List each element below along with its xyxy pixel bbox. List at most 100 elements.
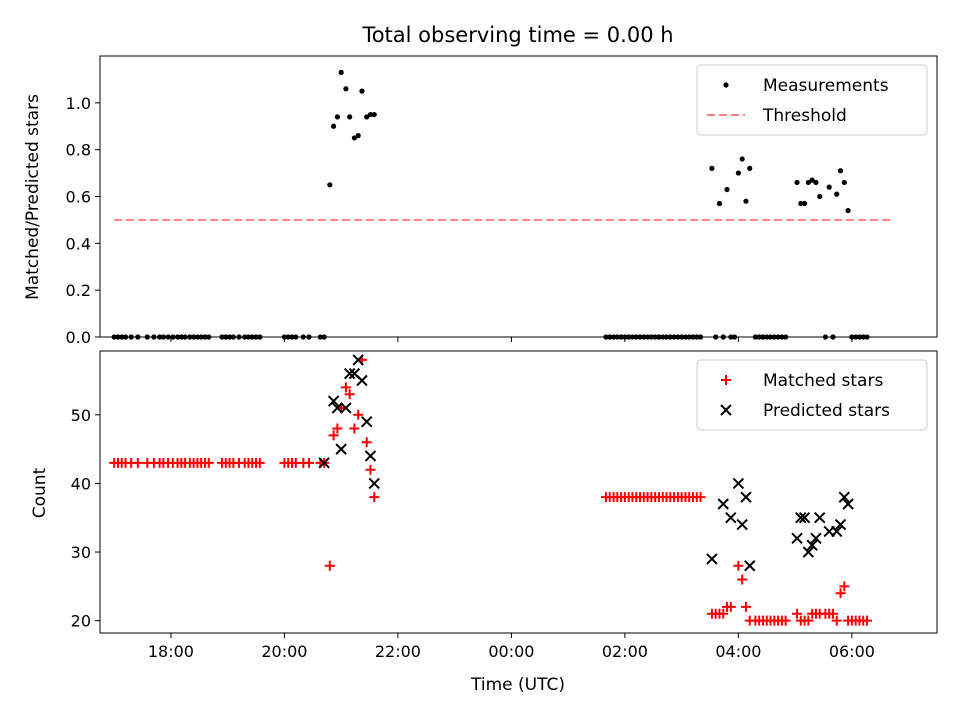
measurements-point	[367, 111, 374, 118]
matched-stars-point	[780, 615, 791, 626]
measurements-point	[178, 334, 184, 340]
measurements-point	[648, 334, 654, 340]
measurements-point	[343, 86, 349, 92]
measurements-point	[187, 334, 193, 340]
measurements-point	[122, 334, 129, 340]
matched-stars-point	[803, 615, 814, 626]
legend: Measurements Threshold	[696, 64, 928, 136]
measurements-point	[174, 334, 181, 340]
measurements-point	[151, 334, 157, 340]
x-tick-label: 18:00	[148, 642, 194, 661]
measurements-point	[156, 334, 163, 340]
predicted-stars-point	[327, 395, 340, 407]
y-tick-label: 50	[71, 406, 91, 425]
predicted-stars-point	[725, 512, 737, 524]
measurements-point	[747, 165, 753, 171]
measurements-point	[663, 334, 670, 340]
predicted-stars-point	[340, 402, 352, 414]
matched-stars-point	[862, 615, 873, 626]
predicted-stars-point	[838, 491, 851, 503]
measurements-point	[860, 334, 866, 340]
y-tick-label: 0.4	[66, 234, 91, 253]
measurements-point	[779, 334, 785, 340]
predicted-stars-point	[352, 354, 364, 366]
measurements-point	[607, 334, 613, 340]
matched-stars-point	[132, 457, 143, 468]
measurements-point	[767, 334, 774, 340]
measurements-point	[327, 182, 333, 188]
predicted-stars-point	[736, 518, 748, 531]
measurements-point	[864, 334, 870, 340]
measurements-point	[359, 88, 365, 94]
measurements-point	[202, 334, 208, 340]
predicted-stars-point	[360, 415, 373, 428]
measurements-point	[170, 334, 176, 340]
matched-stars-point	[340, 382, 351, 393]
predicted-stars-point	[343, 367, 356, 380]
predicted-stars-point	[732, 477, 745, 490]
matched-stars-point	[718, 608, 729, 619]
measurements-point	[682, 334, 689, 340]
legend-predicted-stars-marker	[720, 404, 732, 416]
predicted-stars-point	[706, 553, 718, 565]
legend-measurements-marker	[723, 82, 729, 88]
measurements-point	[610, 334, 617, 340]
predicted-stars-point	[331, 402, 344, 414]
measurements-point	[728, 334, 734, 340]
measurements-point	[245, 334, 252, 340]
measurements-point	[856, 334, 863, 340]
legend-box	[696, 64, 928, 136]
measurements-point	[697, 334, 704, 340]
legend-predicted-stars-label: Predicted stars	[763, 401, 890, 421]
measurements-point	[293, 334, 299, 340]
measurements-point	[119, 334, 125, 340]
matched-stars-point	[344, 389, 355, 400]
y-tick-label: 0.8	[66, 141, 91, 160]
bottom-panel: 18:00 20:00 22:00 00:00 02:00 04:00 06:00 20 30 4…	[71, 350, 938, 661]
legend-matched-stars-label: Matched stars	[763, 371, 883, 391]
measurements-point	[622, 334, 628, 340]
measurements-point	[679, 334, 685, 340]
measurements-point	[285, 334, 291, 340]
predicted-stars-point	[368, 477, 380, 490]
matched-stars-point	[365, 464, 376, 475]
matched-stars-point	[831, 615, 842, 626]
measurements-point	[671, 334, 677, 340]
top-panel: 0.0 0.2 0.4 0.6 0.8 1.0 Measurements Threshold	[66, 55, 938, 347]
matched-stars-point	[740, 601, 751, 612]
measurements-point	[686, 334, 692, 340]
measurements-point	[351, 135, 358, 141]
predicted-stars-point	[717, 498, 729, 510]
legend-threshold-label: Threshold	[762, 106, 847, 126]
data-points	[111, 69, 870, 340]
measurements-point	[667, 334, 673, 340]
predicted-stars-point	[831, 525, 843, 538]
data-points	[109, 354, 873, 626]
measurements-point	[160, 334, 166, 340]
matched-stars-point	[353, 409, 364, 420]
measurements-point	[735, 170, 741, 176]
measurements-point	[144, 334, 150, 340]
measurements-point	[300, 334, 306, 340]
measurements-point	[675, 334, 681, 340]
legend: Matched stars Predicted stars	[696, 359, 928, 431]
predicted-stars-point	[318, 457, 330, 469]
x-tick-label: 04:00	[715, 642, 761, 661]
measurements-point	[837, 168, 844, 174]
matched-stars-point	[254, 457, 265, 468]
predicted-stars-point	[740, 491, 752, 503]
measurements-point	[223, 334, 229, 340]
measurements-point	[794, 179, 800, 186]
measurements-point	[771, 334, 777, 340]
measurements-point	[826, 184, 832, 190]
predicted-stars-point	[791, 532, 803, 545]
bottom-y-axis-label: Count	[30, 467, 50, 518]
measurements-point	[690, 334, 696, 340]
matched-stars-point	[839, 581, 850, 592]
measurements-point	[713, 334, 719, 340]
matched-stars-point	[324, 560, 335, 571]
measurements-point	[629, 334, 636, 340]
measurements-point	[331, 123, 337, 129]
measurements-point	[817, 193, 823, 200]
measurements-point	[783, 334, 789, 340]
